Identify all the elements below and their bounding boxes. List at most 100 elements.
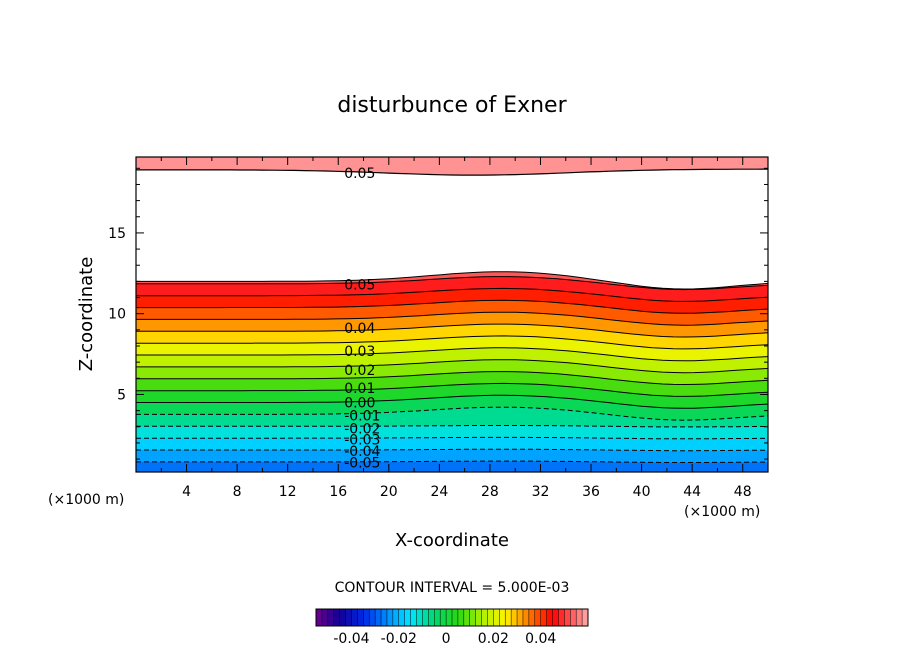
x-tick-label: 20 [380,484,398,500]
x-unit-left: (×1000 m) [48,492,124,508]
colorbar-cell [404,609,412,626]
colorbar [315,609,589,626]
colorbar-cell [511,609,518,626]
x-tick-label: 36 [582,484,600,500]
colorbar-cell [428,609,435,626]
colorbar-tick-labels: -0.04 -0.02 0 0.02 0.04 [333,631,556,647]
y-axis-ticks: 5 10 15 [108,167,768,460]
colorbar-cell [339,609,347,626]
colorbar-cell [416,609,423,626]
y-tick-label: 5 [117,387,126,403]
contour-band [136,169,768,289]
x-tick-label: 12 [279,484,297,500]
colorbar-cell [499,609,506,626]
contour-line [136,323,768,338]
contour-line [136,168,768,176]
contour-label: 0.05 [344,166,375,182]
contour-label: -0.01 [344,408,380,424]
x-tick-label: 28 [481,484,499,500]
contour-line [136,347,768,362]
contour-interval-text: CONTOUR INTERVAL = 5.000E-03 [335,580,570,596]
x-tick-label: 8 [233,484,242,500]
contour-label: 0.05 [344,278,375,294]
colorbar-cell [333,609,341,626]
contour-labels: 0.050.050.040.030.020.010.00-0.01-0.02-0… [344,166,380,471]
colorbar-tick-label: -0.02 [381,631,417,647]
colorbar-cell [321,609,329,626]
colorbar-cell [392,609,400,626]
colorbar-cell [410,609,418,626]
colorbar-cell [357,609,364,626]
plot-frame [135,156,769,473]
colorbar-cell [327,609,335,626]
colorbar-tick-label: 0 [442,631,451,647]
colorbar-cell [463,609,471,626]
x-axis-ticks: 4 8 12 16 20 24 28 32 36 40 44 48 [160,157,752,500]
colorbar-cell [351,609,358,626]
contour-line [136,460,768,463]
contour-label: 0.00 [344,396,375,412]
contour-line [136,299,768,314]
contour-line [136,473,768,474]
contour-line [136,485,768,487]
colorbar-cell [558,609,565,626]
x-tick-label: 40 [633,484,651,500]
colorbar-tick-label: 0.04 [525,631,556,647]
contour-label: 0.04 [344,321,375,337]
colorbar-cell [457,609,465,626]
colorbar-cell [469,609,477,626]
colorbar-cell [375,609,382,626]
colorbar-cell [398,609,406,626]
x-axis-label: X-coordinate [395,530,509,551]
colorbar-cell [528,609,536,626]
colorbar-cell [452,609,459,626]
colorbar-cell [369,609,376,626]
x-unit-right: (×1000 m) [684,504,760,520]
colorbar-cell [386,609,394,626]
colorbar-cell [517,609,524,626]
colorbar-cell [475,609,483,626]
contour-line [136,359,768,374]
y-tick-label: 15 [108,226,126,242]
colorbar-cell [345,609,352,626]
colorbar-cell [316,609,323,626]
colorbar-cell [582,609,589,626]
contour-line [136,382,768,397]
contour-line [136,521,768,522]
chart-title: disturbunce of Exner [337,93,567,118]
contour-line [136,276,768,291]
colorbar-cell [481,609,488,626]
x-tick-label: 48 [734,484,752,500]
colorbar-cell [440,609,447,626]
contour-fill-bands [136,157,768,472]
colorbar-cell [570,609,577,626]
colorbar-tick-label: -0.04 [333,631,369,647]
colorbar-cell [493,609,500,626]
contour-line [136,436,768,440]
colorbar-cell [576,609,583,626]
contour-label: -0.02 [344,421,380,437]
x-tick-label: 32 [532,484,550,500]
contour-line [136,425,768,428]
contour-line [136,448,768,452]
contour-band [136,157,768,176]
contour-line [136,287,768,302]
contour-line [136,509,768,510]
contour-label: 0.02 [344,363,375,379]
contour-line [136,406,768,421]
contour-line [136,335,768,350]
contour-line [136,394,768,409]
contour-lines [136,168,768,522]
colorbar-cell [363,609,370,626]
colorbar-cell [540,609,548,626]
colorbar-frame [315,608,589,627]
contour-line [136,311,768,326]
contour-label: 0.01 [344,381,375,397]
contour-label: -0.04 [344,444,380,460]
contour-label: -0.03 [344,433,380,449]
contour-line [136,497,768,499]
x-tick-label: 44 [683,484,701,500]
colorbar-cell [434,609,441,626]
contour-label: -0.05 [344,455,380,471]
